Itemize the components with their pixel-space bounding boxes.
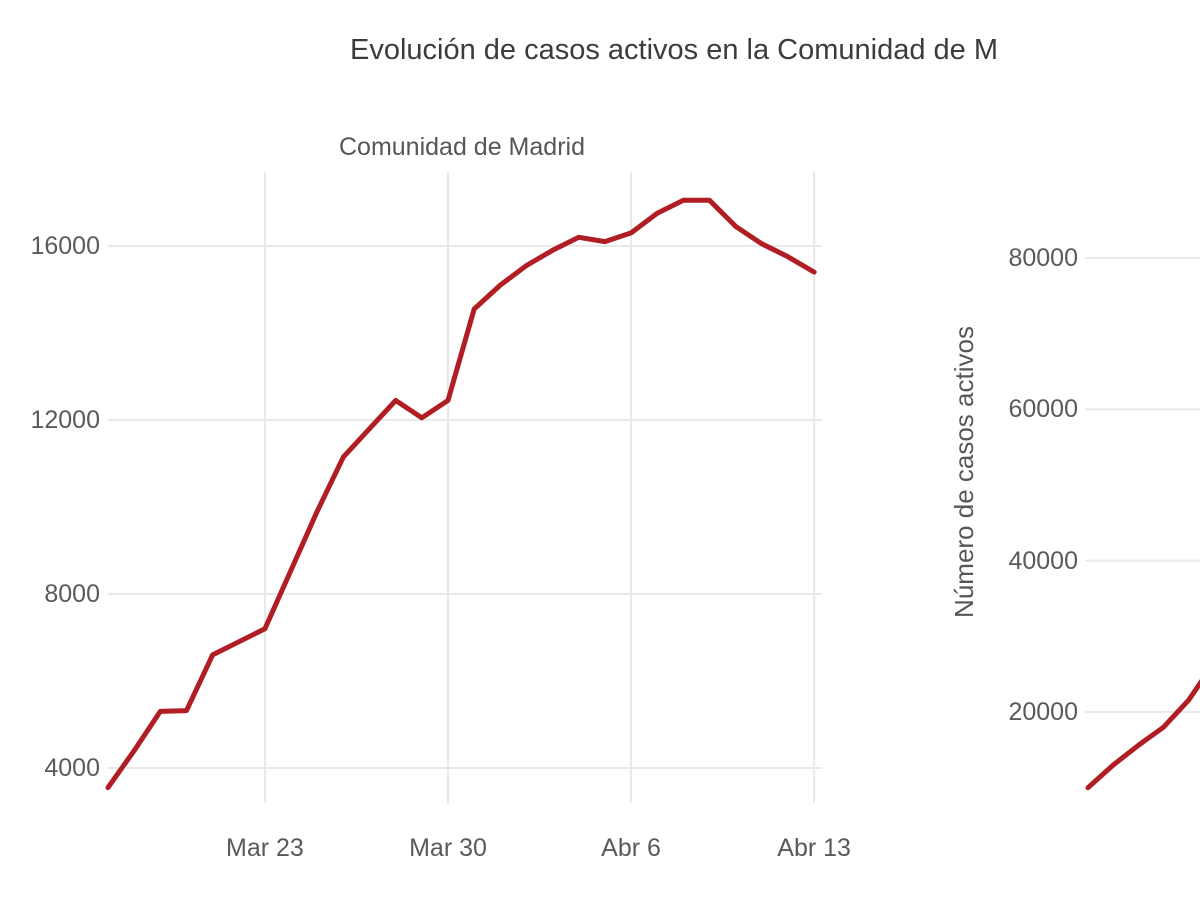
x-tick-label: Abr 6 (601, 834, 661, 862)
right-plot-line (1085, 678, 1200, 791)
y-tick-label: 20000 (1008, 698, 1078, 726)
subplot-title-madrid: Comunidad de Madrid (339, 133, 585, 161)
x-tick-label: Mar 30 (409, 834, 487, 862)
right-plot-gridlines (1085, 257, 1200, 714)
y-tick-label: 4000 (44, 753, 100, 782)
x-tick-label: Abr 13 (777, 834, 851, 862)
x-tick-label: Mar 23 (226, 834, 304, 862)
y-tick-label: 16000 (30, 231, 100, 260)
series-line (1085, 678, 1200, 791)
y-tick-label: 80000 (1008, 244, 1078, 272)
series-line (105, 197, 817, 791)
left-plot-line (105, 197, 817, 791)
y-tick-label: 40000 (1008, 546, 1078, 575)
y-tick-label: 8000 (44, 579, 100, 608)
y-tick-label: 60000 (1008, 395, 1078, 424)
chart-title: Evolución de casos activos en la Comunid… (350, 34, 999, 66)
left-plot-gridlines (108, 172, 822, 803)
y-tick-label: 12000 (30, 405, 100, 434)
